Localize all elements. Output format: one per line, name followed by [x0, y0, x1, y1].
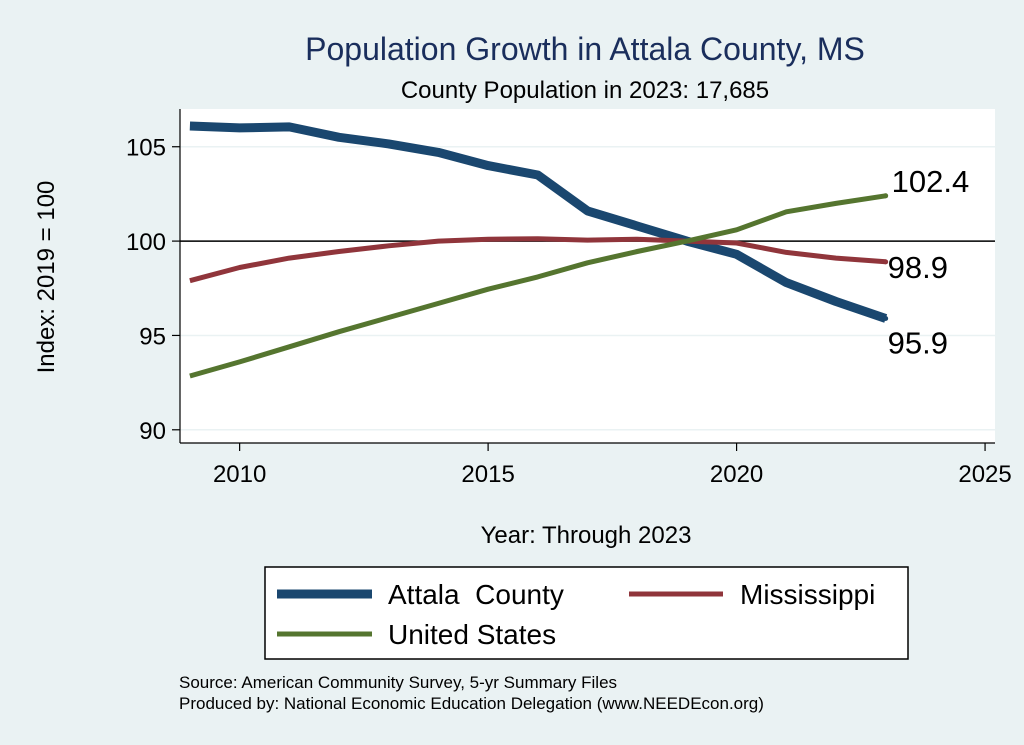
series-mississippi-end-label: 98.9 — [888, 250, 948, 285]
legend-label-attala: Attala County — [388, 579, 564, 610]
source-note: Source: American Community Survey, 5-yr … — [179, 673, 617, 692]
series-attala-county-end-point — [883, 315, 889, 321]
series-united-states-end-point — [883, 193, 889, 199]
y-axis-label: Index: 2019 = 100 — [33, 181, 60, 374]
plot-area — [180, 109, 995, 443]
y-tick-label-95: 95 — [139, 323, 166, 350]
end-labels: 95.9 98.9 102.4 — [888, 164, 970, 361]
produced-by-note: Produced by: National Economic Education… — [179, 694, 764, 713]
x-axis-label: Year: Through 2023 — [481, 522, 692, 549]
legend-label-united-states: United States — [388, 619, 556, 650]
chart-title: Population Growth in Attala County, MS — [305, 31, 865, 67]
series-attala-county-end-label: 95.9 — [888, 325, 948, 360]
axes: 90 95 100 105 2010 2015 2020 2025 — [126, 109, 1012, 488]
x-tick-label-2015: 2015 — [461, 461, 514, 488]
series-united-states-end-label: 102.4 — [892, 164, 970, 199]
chart-subtitle: County Population in 2023: 17,685 — [401, 77, 769, 104]
series-mississippi — [189, 236, 886, 284]
series-group — [189, 121, 889, 379]
series-mississippi-end-point — [883, 259, 889, 265]
y-tick-label-100: 100 — [126, 229, 166, 256]
y-tick-label-105: 105 — [126, 135, 166, 162]
x-tick-label-2010: 2010 — [213, 461, 266, 488]
legend-box — [264, 566, 909, 660]
x-tick-label-2025: 2025 — [958, 461, 1011, 488]
x-tick-label-2020: 2020 — [710, 461, 763, 488]
series-attala-county — [189, 121, 888, 323]
legend: Attala County Mississippi United States — [264, 566, 909, 660]
series-united-states — [189, 193, 887, 379]
y-tick-label-90: 90 — [139, 418, 166, 445]
legend-label-mississippi: Mississippi — [740, 579, 875, 610]
